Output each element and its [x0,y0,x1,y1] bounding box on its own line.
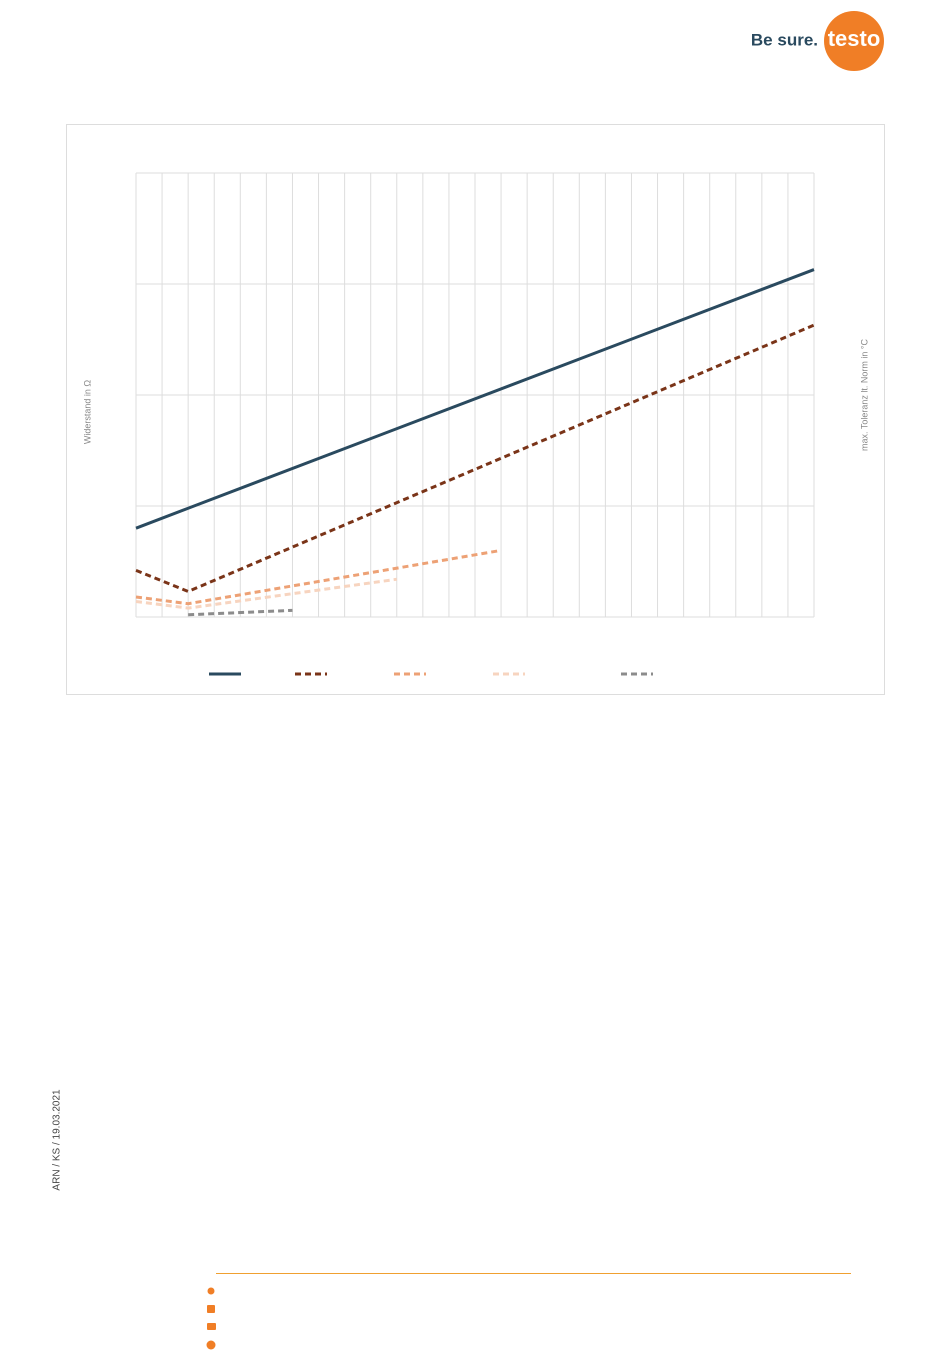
y-axis-label: Widerstand in Ω [82,380,92,445]
line-series [135,577,397,610]
plot [135,172,815,676]
line-series [135,268,815,530]
doc-ref: ARN / KS / 19.03.2021 [52,1089,63,1191]
footer-icons [206,1287,216,1350]
slogan: Be sure. [751,30,818,49]
line-series [188,608,293,617]
chart-frame [66,124,885,695]
fax-icon [207,1305,215,1313]
logo-circle [824,11,884,71]
mail-icon [207,1323,216,1330]
phone-icon [207,1287,215,1295]
y2-axis-label: max. Toleranz lt. Norm in °C [859,339,869,451]
web-icon [206,1340,216,1350]
brand: testo [828,26,881,51]
line-series [135,548,502,606]
